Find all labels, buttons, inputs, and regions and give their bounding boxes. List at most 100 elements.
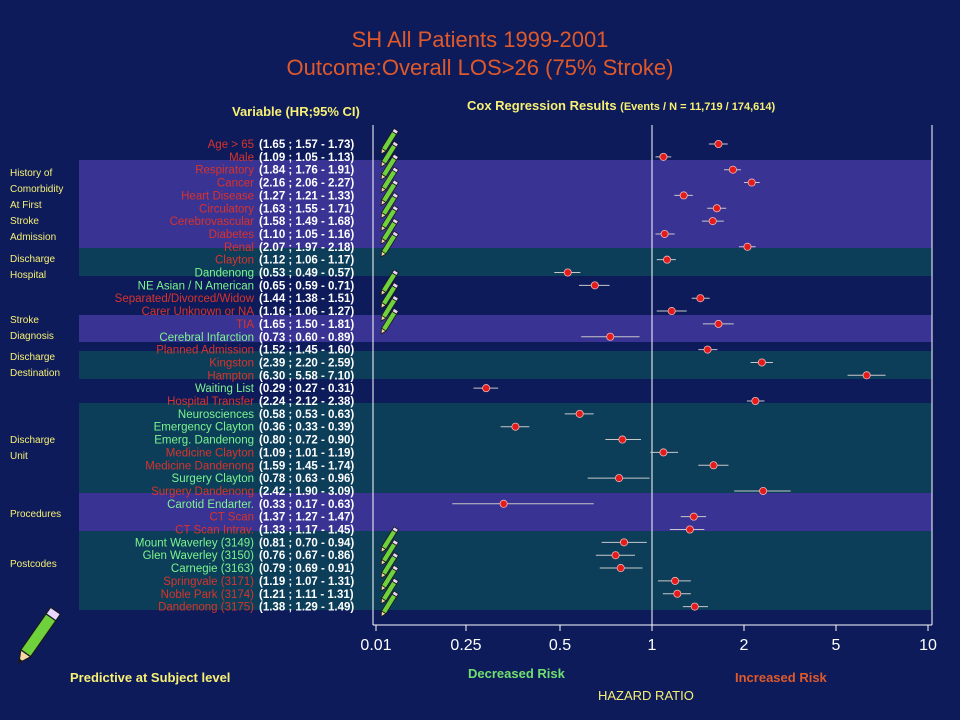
band-discharge-unit: [79, 403, 932, 493]
row-ci: (1.59 ; 1.45 - 1.74): [259, 460, 354, 472]
hr-point: [714, 139, 723, 148]
hr-point: [703, 345, 712, 354]
group-label-postcodes: Postcodes: [10, 559, 57, 570]
row-ci: (6.30 ; 5.58 - 7.10): [259, 370, 354, 382]
row-label: Cerebrovascular: [170, 216, 255, 228]
hr-point: [673, 589, 682, 598]
forest-row: Medicine Clayton (1.09 ; 1.01 - 1.19): [166, 447, 679, 459]
hr-point: [690, 602, 699, 611]
row-ci: (0.65 ; 0.59 - 0.71): [259, 280, 354, 292]
pencil-icon: [380, 205, 399, 232]
group-label-procedures: Procedures: [10, 509, 62, 520]
row-ci: (0.36 ; 0.33 - 0.39): [259, 422, 354, 434]
forest-row: Heart Disease (1.27 ; 1.21 - 1.33): [181, 179, 693, 207]
hr-point: [696, 294, 705, 303]
forest-row: Separated/Divorced/Widow (1.44 ; 1.38 - 1…: [115, 282, 710, 309]
hr-point: [616, 564, 625, 573]
row-ci: (0.73 ; 0.60 - 0.89): [259, 332, 354, 344]
forest-row: Hampton (6.30 ; 5.58 - 7.10): [207, 370, 886, 382]
row-ci: (1.38 ; 1.29 - 1.49): [259, 602, 354, 614]
pencil-icon: [380, 166, 399, 194]
row-label: Hospital Transfer: [167, 396, 254, 408]
group-label-comorbidity: History of Comorbidity At First Stroke A…: [10, 168, 64, 243]
forest-row: Mount Waverley (3149) (0.81 ; 0.70 - 0.94…: [135, 526, 647, 554]
pencil-icon: [380, 526, 399, 554]
row-ci: (1.84 ; 1.76 - 1.91): [259, 165, 354, 177]
row-ci: (1.27 ; 1.21 - 1.33): [259, 190, 354, 202]
row-label: Age > 65: [208, 139, 254, 151]
row-label: Circulatory: [199, 203, 254, 215]
forest-row: Diabetes (1.10 ; 1.05 - 1.16): [209, 217, 675, 245]
title-line-2: Outcome:Overall LOS>26 (75% Stroke): [286, 55, 674, 80]
pencil-icon: [380, 294, 399, 322]
pencil-icon: [380, 282, 399, 309]
row-ci: (2.16 ; 2.06 - 2.27): [259, 178, 354, 190]
hr-point: [499, 499, 508, 508]
hr-point: [611, 551, 620, 560]
row-ci: (0.76 ; 0.67 - 0.86): [259, 550, 354, 562]
row-label: Noble Park (3174): [161, 589, 254, 601]
row-ci: (0.81 ; 0.70 - 0.94): [259, 537, 354, 549]
hr-point: [671, 576, 680, 585]
row-label: Cancer: [217, 178, 254, 190]
pencil-icon: [380, 590, 399, 618]
row-label: Glen Waverley (3150): [143, 550, 255, 562]
hr-point: [743, 242, 752, 251]
x-axis-title: HAZARD RATIO: [598, 688, 694, 703]
forest-row: Emergency Clayton (0.36 ; 0.33 - 0.39): [154, 422, 530, 434]
title-line-1: SH All Patients 1999-2001: [351, 27, 609, 52]
row-label: Male: [229, 152, 254, 164]
forest-row: Emerg. Dandenong (0.80 ; 0.72 - 0.90): [154, 435, 642, 447]
forest-row: CT Scan (1.37 ; 1.27 - 1.47): [209, 512, 707, 524]
row-label: Surgery Clayton: [172, 473, 254, 485]
hr-point: [590, 281, 599, 290]
x-tick-label: 1: [648, 637, 657, 654]
row-label: Waiting List: [195, 383, 255, 395]
row-ci: (1.52 ; 1.45 - 1.60): [259, 345, 354, 357]
pencil-icon: [380, 564, 399, 592]
row-ci: (1.58 ; 1.49 - 1.68): [259, 216, 354, 228]
x-tick-label: 2: [740, 637, 749, 654]
row-label: Carotid Endarter.: [167, 499, 254, 511]
row-ci: (0.29 ; 0.27 - 0.31): [259, 383, 354, 395]
row-label: Cerebral Infarction: [159, 332, 254, 344]
row-ci: (1.44 ; 1.38 - 1.51): [259, 293, 354, 305]
row-label: Diabetes: [209, 229, 255, 241]
hr-point: [679, 191, 688, 200]
hr-point: [482, 384, 491, 393]
hr-point: [606, 332, 615, 341]
forest-row: Surgery Dandenong (2.42 ; 1.90 - 3.09): [151, 486, 791, 498]
forest-row: Respiratory (1.84 ; 1.76 - 1.91): [195, 153, 741, 181]
pencil-icon: [380, 217, 399, 245]
hr-point: [759, 486, 768, 495]
row-label: Emerg. Dandenong: [154, 435, 254, 447]
forest-row: Carnegie (3163) (0.79 ; 0.69 - 0.91): [171, 551, 643, 579]
hr-point: [714, 319, 723, 328]
row-label: Hampton: [207, 370, 254, 382]
cox-header: Cox Regression Results (Events / N = 11,…: [467, 98, 775, 113]
forest-row: Cerebrovascular (1.58 ; 1.49 - 1.68): [170, 205, 724, 232]
hr-point: [689, 512, 698, 521]
row-label: Carer Unknown or NA: [142, 306, 255, 318]
hr-point: [615, 474, 624, 483]
forest-row: Clayton (1.12 ; 1.06 - 1.17): [215, 255, 676, 267]
row-label: Mount Waverley (3149): [135, 537, 254, 549]
decreased-risk-label: Decreased Risk: [468, 666, 565, 681]
hr-point: [728, 165, 737, 174]
hr-point: [618, 435, 627, 444]
row-label: Emergency Clayton: [154, 422, 254, 434]
band-discharge-hospital: [79, 248, 932, 276]
row-ci: (1.09 ; 1.05 - 1.13): [259, 152, 354, 164]
row-ci: (2.24 ; 2.12 - 2.38): [259, 396, 354, 408]
row-ci: (1.65 ; 1.50 - 1.81): [259, 319, 354, 331]
row-ci: (2.42 ; 1.90 - 3.09): [259, 486, 354, 498]
forest-row: Planned Admission (1.52 ; 1.45 - 1.60): [156, 345, 718, 357]
row-label: Dandenong (3175): [158, 602, 254, 614]
row-ci: (1.63 ; 1.55 - 1.71): [259, 203, 354, 215]
x-tick-label: 0.5: [549, 637, 571, 654]
row-label: Springvale (3171): [163, 576, 254, 588]
forest-row: Cancer (2.16 ; 2.06 - 2.27): [217, 166, 760, 194]
pencil-icon: [380, 307, 399, 335]
row-label: NE Asian / N American: [138, 280, 254, 292]
pencil-icon: [380, 539, 399, 566]
